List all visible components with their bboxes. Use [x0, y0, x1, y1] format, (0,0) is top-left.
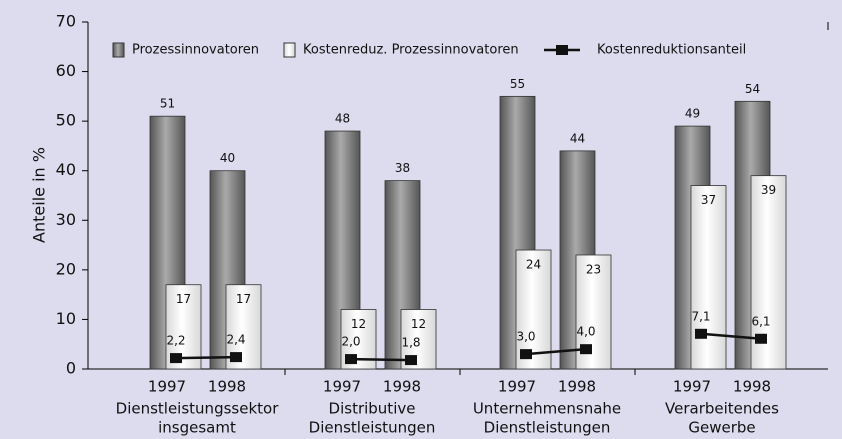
data-label: 23 — [586, 262, 601, 276]
group-label: Gewerbe — [688, 419, 755, 437]
data-label: 17 — [236, 292, 251, 306]
y-tick-label: 20 — [56, 259, 76, 278]
y-tick-label: 60 — [56, 61, 76, 80]
group-label: Verarbeitendes — [665, 400, 779, 418]
data-label: 24 — [526, 258, 541, 272]
x-tick-label: 1997 — [673, 378, 711, 396]
legend-swatch — [283, 42, 296, 58]
x-tick-label: 1998 — [208, 378, 246, 396]
data-label: 6,1 — [751, 314, 770, 328]
marker — [170, 353, 182, 364]
legend-marker — [556, 45, 568, 55]
data-label: 39 — [761, 183, 776, 197]
data-label: 2,0 — [341, 335, 360, 349]
x-tick-label: 1997 — [498, 378, 536, 396]
data-label: 40 — [220, 151, 235, 165]
x-tick-label: 1998 — [383, 378, 421, 396]
data-label: 51 — [160, 97, 175, 111]
data-label: 4,0 — [576, 325, 595, 339]
x-tick-label: 1998 — [733, 378, 771, 396]
data-label: 49 — [685, 107, 700, 121]
data-label: 7,1 — [691, 309, 710, 323]
marker — [520, 349, 532, 360]
y-tick-label: 70 — [56, 12, 76, 31]
marker — [580, 344, 592, 355]
data-label: 2,4 — [226, 333, 245, 347]
group-label: Unternehmensnahe — [473, 400, 621, 418]
data-label: 38 — [395, 161, 410, 175]
group-label: Dienstleistungssektor — [116, 400, 280, 418]
legend-label: Prozessinnovatoren — [132, 43, 259, 58]
y-tick-label: 50 — [56, 111, 76, 130]
y-tick-label: 30 — [56, 210, 76, 229]
data-label: 1,8 — [401, 336, 420, 350]
y-tick-label: 10 — [56, 309, 76, 328]
group-label: Dienstleistungen — [309, 419, 436, 437]
data-label: 12 — [411, 317, 426, 331]
x-tick-label: 1997 — [323, 378, 361, 396]
legend-label: Kostenreduz. Prozessinnovatoren — [303, 43, 519, 58]
marker — [230, 352, 242, 363]
marker — [345, 354, 357, 365]
bar — [690, 185, 727, 370]
data-label: 3,0 — [516, 330, 535, 344]
legend-label: Kostenreduktionsanteil — [597, 43, 746, 58]
marker — [695, 328, 707, 339]
y-tick-label: 0 — [66, 359, 76, 378]
group-label: Distributive — [329, 400, 416, 418]
data-label: 2,2 — [166, 334, 185, 348]
group-label: insgesamt — [158, 419, 236, 437]
y-tick-label: 40 — [56, 160, 76, 179]
line — [525, 347, 587, 356]
data-label: 44 — [570, 131, 585, 145]
data-label: 17 — [176, 292, 191, 306]
line — [175, 355, 237, 360]
marker — [755, 333, 767, 344]
data-label: 37 — [701, 193, 716, 207]
y-axis-label: Anteile in % — [30, 147, 49, 243]
x-tick-label: 1998 — [558, 378, 596, 396]
group-label: Dienstleistungen — [484, 419, 611, 437]
data-label: 12 — [351, 317, 366, 331]
x-tick-label: 1997 — [148, 378, 186, 396]
legend-swatch — [112, 42, 125, 58]
line — [350, 357, 412, 362]
line — [700, 332, 762, 341]
data-label: 48 — [335, 112, 350, 126]
data-label: 54 — [745, 82, 760, 96]
marker — [405, 355, 417, 366]
data-label: 55 — [510, 77, 525, 91]
